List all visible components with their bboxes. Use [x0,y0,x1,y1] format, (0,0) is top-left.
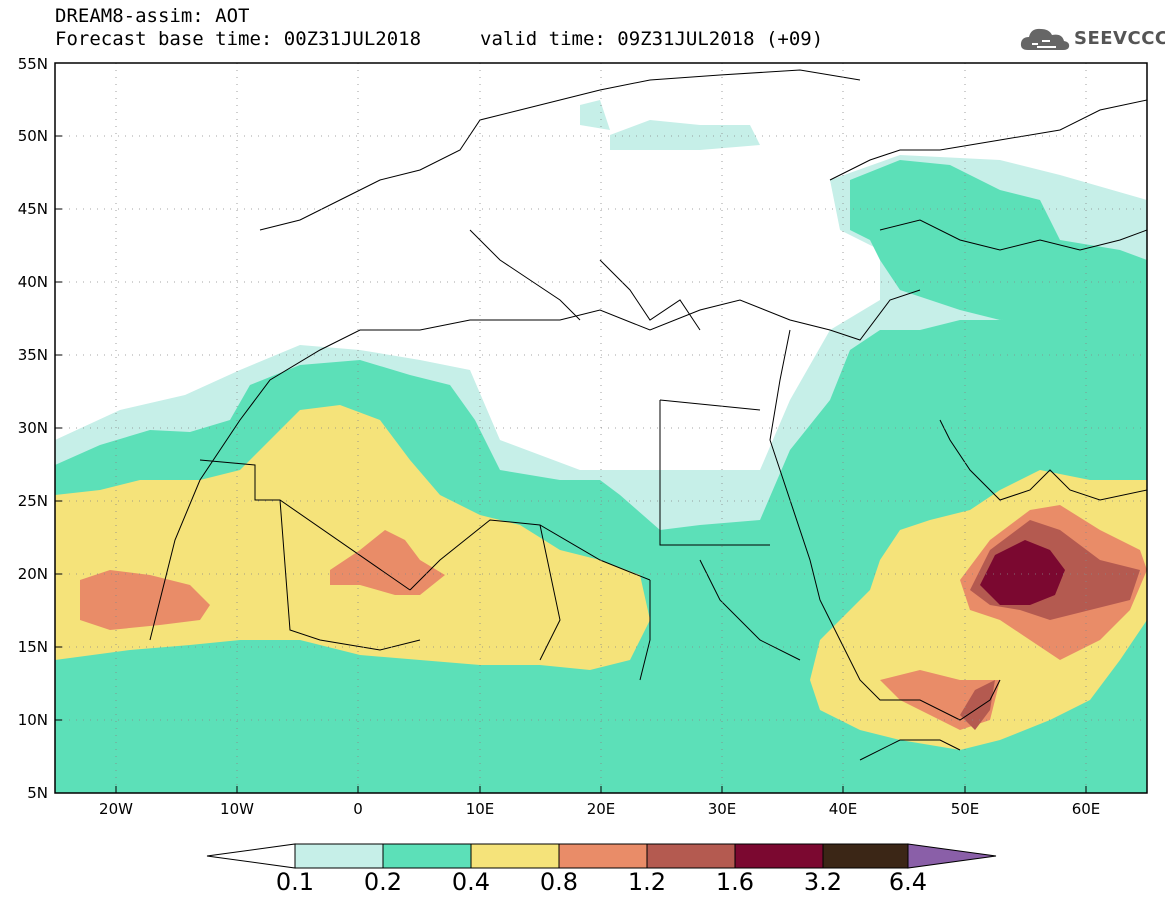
lat-label: 45N [17,200,48,218]
lat-label: 20N [17,565,48,583]
aot-field [55,63,1147,793]
colorbar-label: 6.4 [888,868,928,896]
lon-label: 0 [353,800,363,818]
colorbar-high-arrow [907,843,997,869]
lat-label: 55N [17,55,48,73]
lat-label: 40N [17,273,48,291]
colorbar-label: 1.6 [715,868,755,896]
lon-label: 20E [586,800,616,818]
colorbar-bin-7 [822,843,909,869]
lon-label: 60E [1071,800,1101,818]
colorbar-label: 0.8 [539,868,579,896]
colorbar-bin-2 [382,843,472,869]
colorbar-bin-5 [646,843,736,869]
forecast-base-time: Forecast base time: 00Z31JUL2018 [55,28,422,50]
colorbar-label: 1.2 [627,868,667,896]
colorbar-label: 0.2 [363,868,403,896]
colorbar-label: 0.1 [275,868,315,896]
lat-label: 50N [17,127,48,145]
lon-label: 40E [828,800,858,818]
lon-label: 10W [220,800,254,818]
colorbar-label: 0.4 [451,868,491,896]
lon-label: 20W [99,800,133,818]
lat-label: 15N [17,638,48,656]
colorbar-label: 3.2 [803,868,843,896]
lat-label: 25N [17,492,48,510]
valid-time: valid time: 09Z31JUL2018 (+09) [480,28,824,50]
logo-text: SEEVCCC [1074,28,1165,49]
colorbar-low-arrow [206,843,296,869]
lon-label: 10E [465,800,495,818]
seevccc-logo: SEEVCCC [1018,24,1165,56]
lon-label: 50E [950,800,980,818]
lat-label: 35N [17,346,48,364]
map-title: DREAM8-assim: AOT [55,5,250,27]
colorbar-bin-3 [470,843,560,869]
colorbar-bin-1 [294,843,384,869]
cloud-icon [1020,28,1070,50]
colorbar-bin-6 [734,843,824,869]
colorbar-bin-4 [558,843,648,869]
lon-label: 30E [707,800,737,818]
colorbar [206,843,997,869]
lat-label: 10N [17,711,48,729]
lat-label: 5N [27,784,48,802]
lat-label: 30N [17,419,48,437]
